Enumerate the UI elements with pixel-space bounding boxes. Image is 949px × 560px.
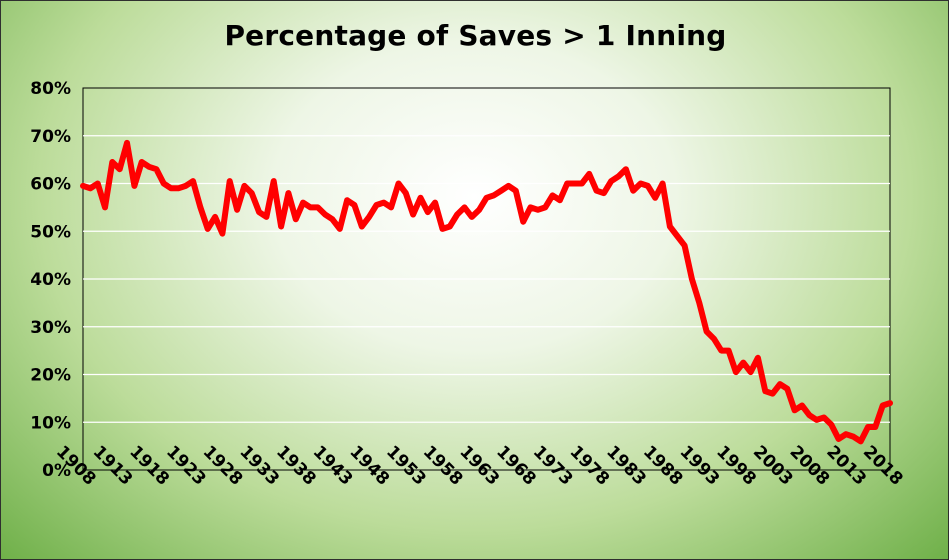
y-tick-label: 0%	[42, 461, 71, 481]
x-tick-label: 2013	[822, 442, 870, 490]
x-tick-label: 1988	[639, 442, 687, 490]
x-tick-label: 1998	[712, 442, 760, 490]
x-tick-label: 1993	[676, 442, 724, 490]
series-layer	[80, 139, 893, 445]
y-tick-label: 30%	[30, 318, 71, 338]
x-tick-label: 1918	[125, 442, 173, 490]
x-tick-label: 1928	[199, 442, 247, 490]
gridlines	[83, 135, 890, 423]
x-tick-label: 2003	[749, 442, 797, 490]
x-axis-ticks: 1908191319181923192819331938194319481953…	[52, 442, 907, 490]
y-tick-label: 60%	[30, 175, 71, 195]
x-tick-label: 1933	[235, 442, 283, 490]
y-tick-label: 10%	[30, 413, 71, 433]
x-tick-label: 1938	[272, 442, 320, 490]
x-tick-label: 1978	[566, 442, 614, 490]
y-tick-label: 70%	[30, 127, 71, 147]
x-tick-label: 1983	[602, 442, 650, 490]
x-tick-label: 1948	[345, 442, 393, 490]
x-tick-label: 2018	[859, 442, 907, 490]
x-tick-label: 1913	[89, 442, 137, 490]
x-tick-label: 1953	[382, 442, 430, 490]
x-tick-label: 2008	[786, 442, 834, 490]
chart-title: Percentage of Saves > 1 Inning	[224, 19, 727, 52]
x-tick-label: 1968	[492, 442, 540, 490]
y-tick-label: 40%	[30, 270, 71, 290]
x-tick-label: 1963	[455, 442, 503, 490]
series-line	[80, 139, 893, 445]
y-tick-label: 20%	[30, 366, 71, 386]
y-tick-label: 50%	[30, 222, 71, 242]
x-tick-label: 1973	[529, 442, 577, 490]
x-tick-label: 1958	[419, 442, 467, 490]
y-tick-label: 80%	[30, 79, 71, 99]
x-tick-label: 1923	[162, 442, 210, 490]
y-axis-ticks: 0% 10% 20% 30% 40% 50% 60% 70% 80%	[30, 79, 71, 481]
x-tick-label: 1943	[309, 442, 357, 490]
